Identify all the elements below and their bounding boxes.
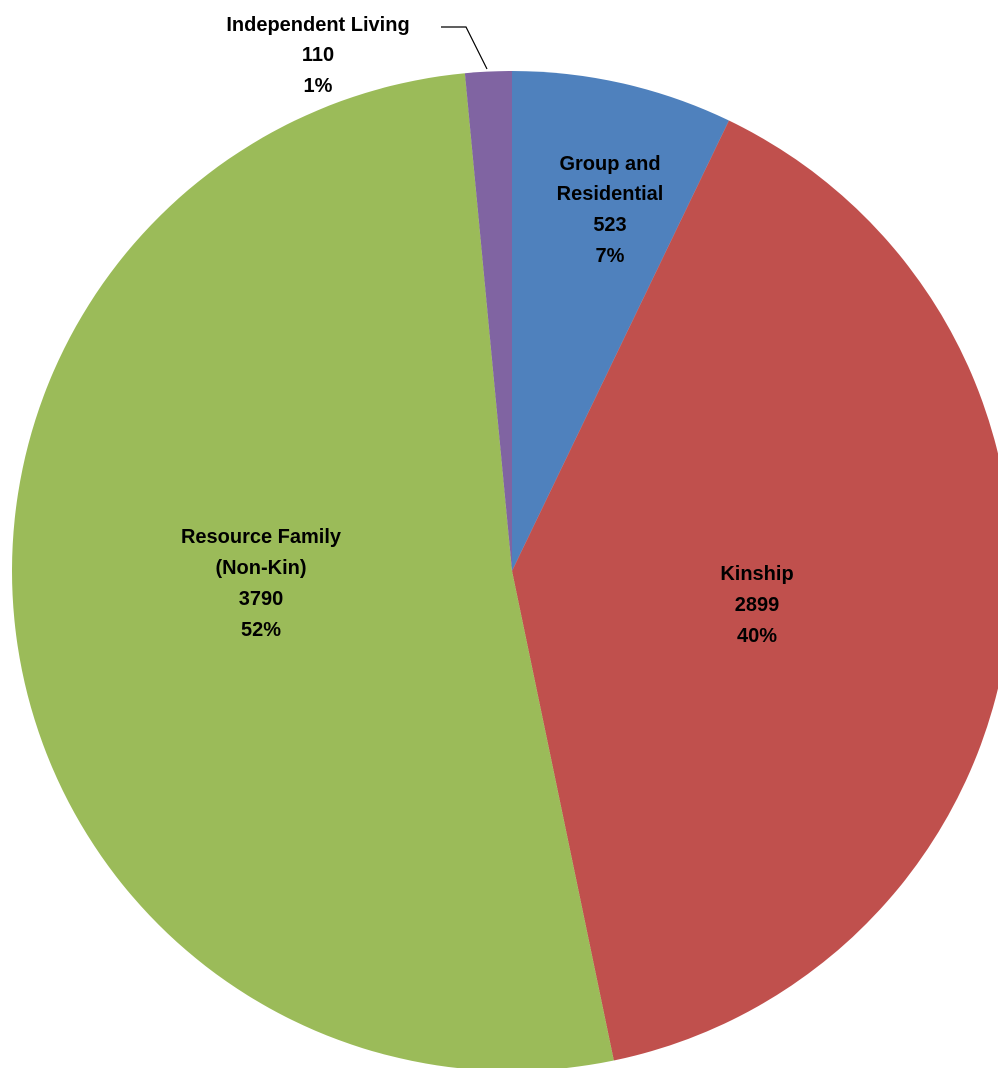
slice-group-and-residential: [512, 71, 729, 571]
independent-living-leader-line: [441, 26, 488, 70]
label-line-1: Kinship: [720, 563, 793, 585]
slice-independent-living: [464, 71, 512, 571]
label-resource-family: Resource Family (Non-Kin) 3790 52%: [181, 526, 342, 641]
pie-slices: [11, 71, 998, 1068]
value-label: 2899: [735, 594, 780, 616]
value-label: 110: [302, 44, 334, 66]
value-label: 523: [593, 214, 626, 236]
label-line-1: Group and: [559, 153, 660, 175]
value-label: 3790: [239, 588, 284, 610]
slice-kinship: [512, 120, 998, 1061]
label-line-1: Resource Family: [181, 526, 342, 548]
label-kinship: Kinship 2899 40%: [720, 563, 793, 647]
percent-label: 40%: [737, 625, 777, 647]
percent-label: 1%: [304, 75, 333, 97]
label-independent-living: Independent Living 110 1%: [226, 14, 409, 97]
label-line-2: Residential: [557, 183, 664, 205]
percent-label: 52%: [241, 619, 281, 641]
percent-label: 7%: [596, 245, 625, 267]
slice-resource-family: [11, 73, 614, 1068]
label-line-1: Independent Living: [226, 14, 409, 36]
label-group-and-residential: Group and Residential 523 7%: [557, 153, 664, 267]
label-line-2: (Non-Kin): [215, 557, 306, 579]
